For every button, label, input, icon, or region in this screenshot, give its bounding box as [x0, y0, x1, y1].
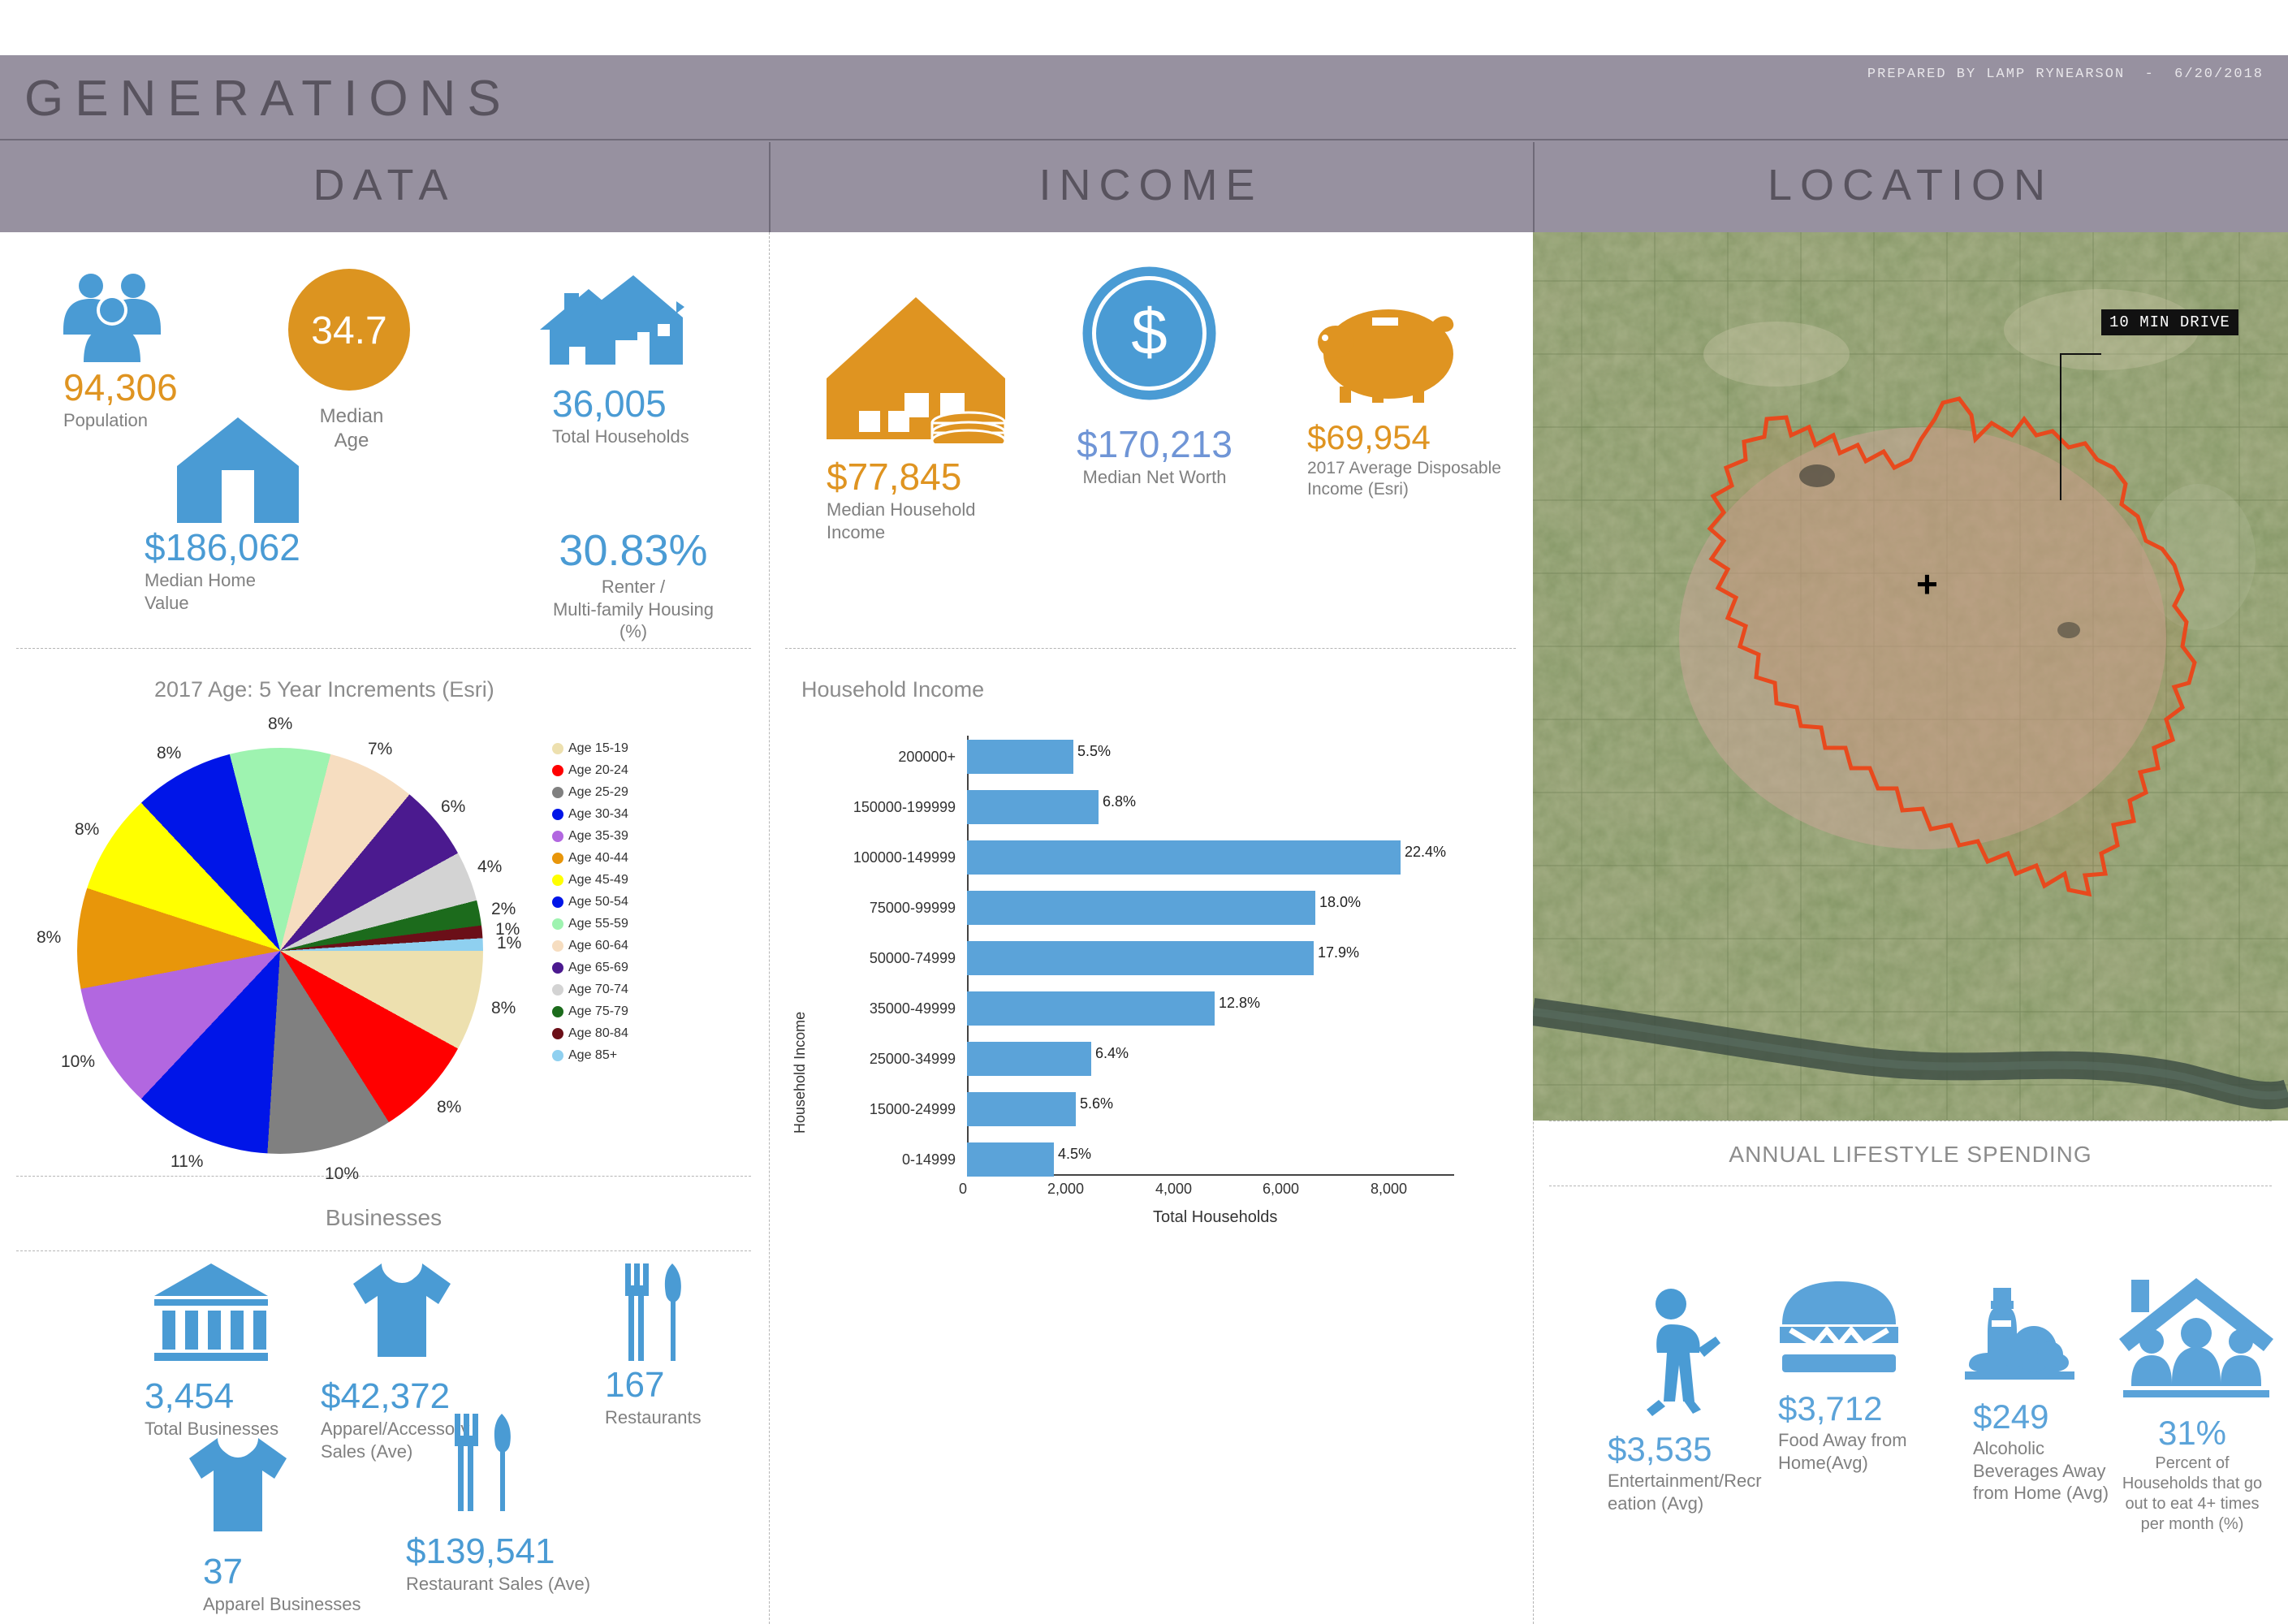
svg-text:$: $	[1131, 296, 1168, 368]
svg-text:34.7: 34.7	[311, 309, 386, 352]
